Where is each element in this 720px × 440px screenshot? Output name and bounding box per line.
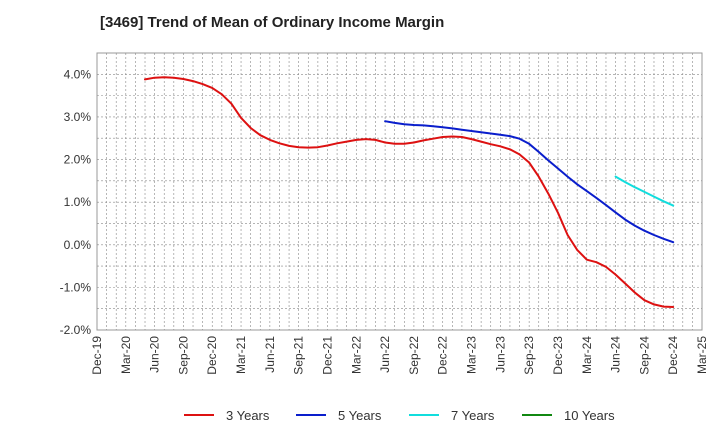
legend-item-3-years: 3 Years bbox=[184, 406, 269, 424]
legend-label-10-years: 10 Years bbox=[564, 407, 615, 423]
x-tick-label: Sep-23 bbox=[522, 336, 536, 375]
x-tick-label: Jun-21 bbox=[263, 336, 277, 373]
legend-item-10-years: 10 Years bbox=[522, 406, 615, 424]
x-tick-label: Dec-20 bbox=[205, 336, 219, 375]
x-tick-label: Dec-19 bbox=[90, 336, 104, 375]
x-tick-label: Sep-20 bbox=[176, 336, 190, 375]
y-tick-label: 2.0% bbox=[64, 153, 92, 167]
x-tick-label: Dec-23 bbox=[551, 336, 565, 375]
legend: 3 Years 5 Years 7 Years 10 Years bbox=[0, 406, 720, 424]
legend-swatch-5-years bbox=[296, 414, 326, 416]
y-tick-label: 3.0% bbox=[64, 110, 92, 124]
series-line-7-years bbox=[614, 175, 675, 207]
x-tick-label: Sep-24 bbox=[637, 336, 651, 375]
y-tick-label: -1.0% bbox=[60, 280, 92, 294]
legend-swatch-10-years bbox=[522, 414, 552, 416]
x-tick-label: Mar-24 bbox=[580, 336, 594, 374]
legend-item-5-years: 5 Years bbox=[296, 406, 381, 424]
y-tick-label: 1.0% bbox=[64, 195, 92, 209]
x-tick-label: Mar-25 bbox=[695, 336, 709, 374]
legend-swatch-7-years bbox=[409, 414, 439, 416]
x-tick-label: Dec-21 bbox=[320, 336, 334, 375]
y-tick-label: -2.0% bbox=[60, 323, 92, 337]
x-tick-label: Mar-23 bbox=[465, 336, 479, 374]
legend-swatch-3-years bbox=[184, 414, 214, 416]
series-line-5-years bbox=[384, 120, 675, 244]
chart-title: [3469] Trend of Mean of Ordinary Income … bbox=[100, 14, 445, 31]
x-tick-label: Sep-22 bbox=[407, 336, 421, 375]
x-tick-label: Mar-21 bbox=[234, 336, 248, 374]
legend-item-7-years: 7 Years bbox=[409, 406, 494, 424]
legend-label-3-years: 3 Years bbox=[226, 407, 270, 423]
legend-label-5-years: 5 Years bbox=[338, 407, 382, 423]
x-tick-label: Dec-22 bbox=[436, 336, 450, 375]
legend-label-7-years: 7 Years bbox=[451, 407, 495, 423]
x-tick-label: Jun-24 bbox=[609, 336, 623, 373]
y-tick-label: 0.0% bbox=[64, 238, 92, 252]
series-line-3-years bbox=[144, 76, 675, 308]
y-tick-label: 4.0% bbox=[64, 67, 92, 81]
x-tick-label: Dec-24 bbox=[666, 336, 680, 375]
x-tick-label: Jun-22 bbox=[378, 336, 392, 373]
x-tick-label: Mar-22 bbox=[349, 336, 363, 374]
plot-area bbox=[96, 52, 703, 331]
x-tick-label: Jun-23 bbox=[493, 336, 507, 373]
x-tick-label: Sep-21 bbox=[292, 336, 306, 375]
x-tick-label: Mar-20 bbox=[119, 336, 133, 374]
x-tick-label: Jun-20 bbox=[148, 336, 162, 373]
